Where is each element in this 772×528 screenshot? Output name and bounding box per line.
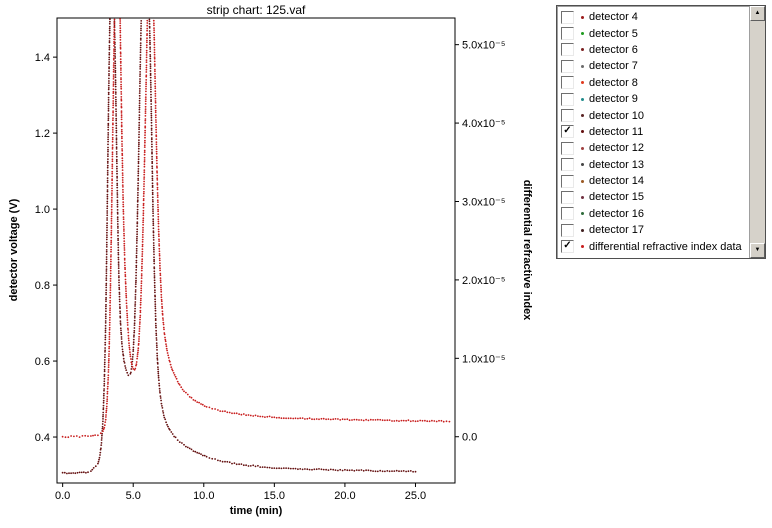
- legend-item: detector 6: [561, 42, 749, 58]
- check-icon: ✓: [563, 125, 572, 137]
- series-marker: [581, 81, 584, 85]
- legend-item-label: detector 7: [589, 60, 638, 73]
- checkbox[interactable]: [561, 141, 574, 155]
- legend-item-label: detector 10: [589, 109, 645, 122]
- plot-border: [56, 17, 456, 484]
- checkbox[interactable]: [561, 109, 574, 123]
- legend-item-label: detector 11: [589, 125, 644, 138]
- checkbox[interactable]: [561, 223, 574, 237]
- left-y-tick-label: 1.0: [35, 204, 50, 216]
- series-marker: [581, 228, 584, 232]
- legend-item-label: detector 6: [589, 43, 638, 56]
- scroll-down-button[interactable]: ▼: [750, 243, 765, 258]
- legend-item: detector 13: [561, 157, 749, 173]
- checkbox[interactable]: [561, 76, 574, 90]
- strip-chart-plot[interactable]: 0.0 5.0 10.0 15.0 20.0 25.0 0.4 0.6 0.8 1.0 1.2 1.4…: [0, 0, 555, 528]
- check-icon: ✓: [563, 240, 572, 252]
- x-tick-label: 5.0: [126, 490, 141, 502]
- x-tick-label: 20.0: [334, 490, 355, 502]
- chart-title: strip chart: 125.vaf: [206, 3, 306, 17]
- legend-list: detector 4 detector 5 detector 6 detector 7…: [557, 6, 749, 258]
- scroll-up-button[interactable]: ▲: [750, 6, 765, 21]
- right-y-tick-label: 0.0: [462, 432, 477, 444]
- legend-item: detector 15: [561, 189, 749, 205]
- legend-item-label: detector 9: [589, 93, 638, 106]
- x-tick-label: 15.0: [264, 490, 285, 502]
- x-axis-label: time (min): [229, 505, 283, 517]
- legend-item: detector 16: [561, 206, 749, 222]
- legend-item: detector 14: [561, 173, 749, 189]
- series-marker: [581, 163, 584, 167]
- left-y-tick-label: 0.4: [35, 432, 50, 444]
- series-dots: [61, 18, 451, 439]
- legend-item: detector 9: [561, 91, 749, 107]
- series-marker: [581, 32, 584, 36]
- series-dots: [61, 18, 417, 475]
- series-marker: [581, 212, 584, 216]
- legend-item-label: detector 8: [589, 76, 638, 89]
- x-tick-label: 0.0: [55, 490, 70, 502]
- series-marker: [581, 179, 584, 183]
- legend-item: detector 10: [561, 107, 749, 123]
- series-marker: [581, 114, 584, 118]
- series-marker: [581, 245, 584, 249]
- checkbox[interactable]: [561, 59, 574, 73]
- legend-item-label: detector 14: [589, 175, 645, 188]
- checkbox[interactable]: [561, 207, 574, 221]
- x-tick-label: 10.0: [193, 490, 214, 502]
- scrollbar-track[interactable]: [750, 21, 765, 243]
- legend-item-label: detector 16: [589, 207, 645, 220]
- series-marker: [581, 15, 584, 19]
- legend-item: detector 17: [561, 222, 749, 238]
- series-marker: [581, 195, 584, 199]
- legend-item: ✓ detector 11: [561, 124, 749, 140]
- right-y-tick-label: 2.0x10⁻⁵: [462, 275, 505, 287]
- left-y-tick-label: 1.4: [35, 52, 50, 64]
- series-marker: [581, 48, 584, 52]
- right-y-tick-label: 5.0x10⁻⁵: [462, 40, 505, 52]
- legend-item: detector 5: [561, 25, 749, 41]
- right-y-tick-label: 4.0x10⁻⁵: [462, 118, 505, 130]
- scroll-down-icon: ▼: [754, 247, 761, 253]
- checkbox[interactable]: [561, 43, 574, 57]
- legend-item: detector 8: [561, 75, 749, 91]
- series-marker: [581, 130, 584, 134]
- checkbox[interactable]: [561, 190, 574, 204]
- legend-item-label: detector 15: [589, 191, 645, 204]
- legend-item: detector 12: [561, 140, 749, 156]
- x-tick-label: 25.0: [405, 490, 426, 502]
- legend-item-label: detector 17: [589, 224, 645, 237]
- right-y-tick-label: 3.0x10⁻⁵: [462, 196, 505, 208]
- legend-scrollbar[interactable]: ▲ ▼: [749, 6, 765, 258]
- series-marker: [581, 146, 584, 150]
- legend-item: ✓ differential refractive index data: [561, 238, 749, 254]
- right-y-tick-label: 1.0x10⁻⁵: [462, 353, 505, 365]
- legend-item-label: detector 4: [589, 11, 638, 24]
- left-y-tick-label: 0.6: [35, 356, 50, 368]
- left-y-tick-label: 1.2: [35, 128, 50, 140]
- legend-item: detector 7: [561, 58, 749, 74]
- series-marker: [581, 97, 584, 101]
- legend-item: detector 4: [561, 9, 749, 25]
- legend-item-label: detector 13: [589, 158, 645, 171]
- legend-item-label: differential refractive index data: [589, 240, 742, 253]
- checkbox[interactable]: [561, 92, 574, 106]
- legend-item-label: detector 12: [589, 142, 645, 155]
- checkbox[interactable]: ✓: [561, 240, 574, 254]
- checkbox[interactable]: [561, 27, 574, 41]
- series-marker: [581, 64, 584, 68]
- detector-legend-panel: detector 4 detector 5 detector 6 detector 7…: [556, 5, 766, 259]
- left-y-tick-label: 0.8: [35, 280, 50, 292]
- checkbox[interactable]: [561, 158, 574, 172]
- checkbox[interactable]: [561, 174, 574, 188]
- checkbox[interactable]: ✓: [561, 125, 574, 139]
- scroll-up-icon: ▲: [754, 10, 761, 16]
- checkbox[interactable]: [561, 10, 574, 24]
- legend-item-label: detector 5: [589, 27, 638, 40]
